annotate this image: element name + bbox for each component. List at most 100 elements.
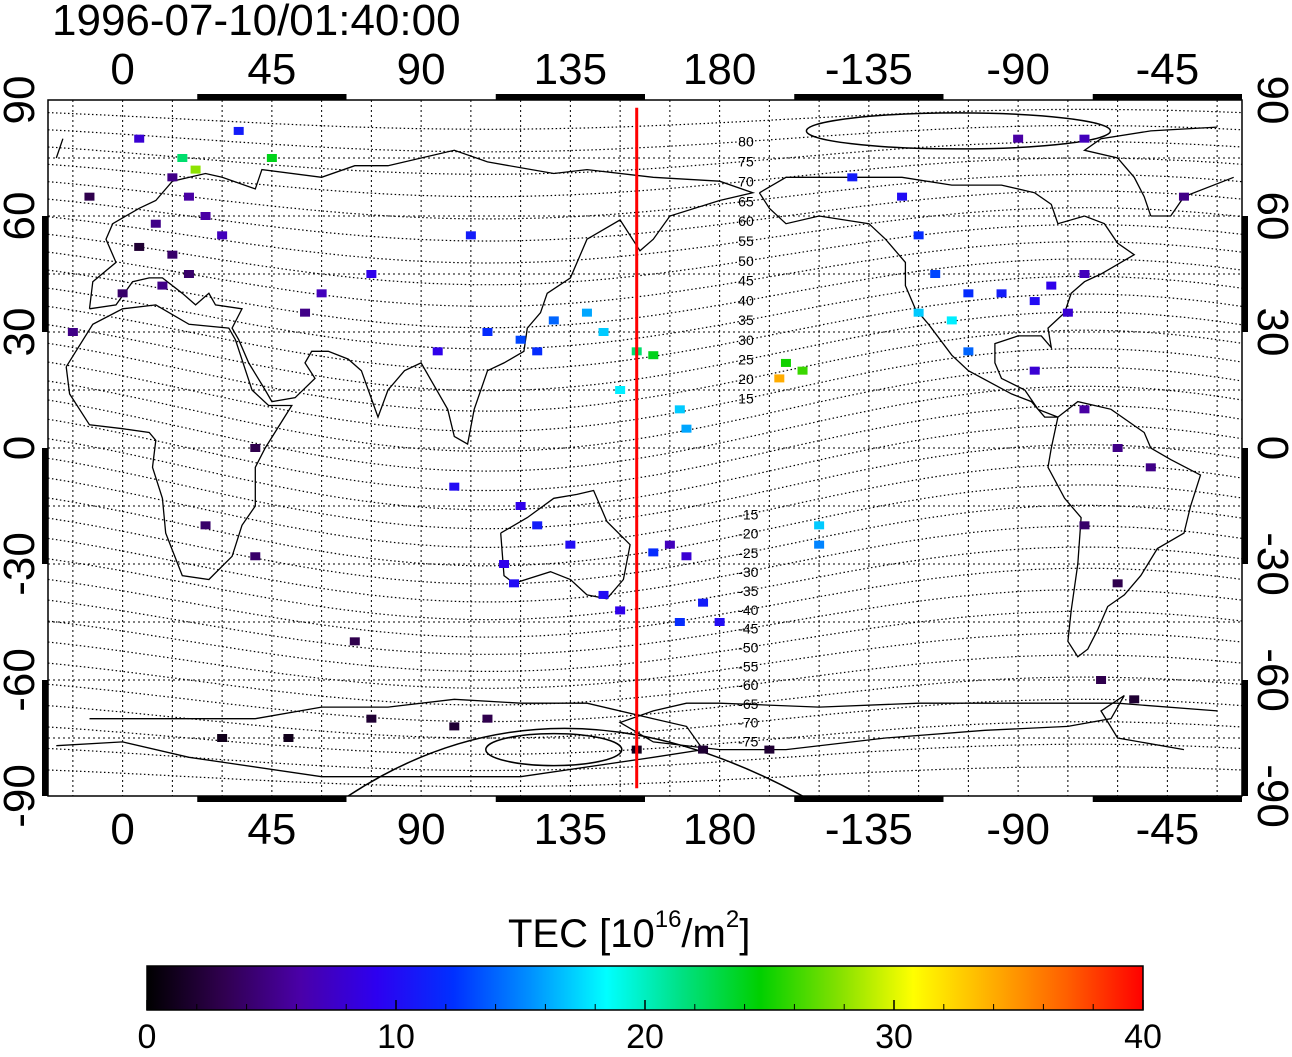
tec-point <box>581 308 592 317</box>
tec-point <box>316 289 327 298</box>
tec-point <box>764 745 775 754</box>
tec-colorbar <box>146 965 1144 1011</box>
tec-point <box>814 521 825 530</box>
continent-outline <box>56 694 1218 778</box>
contour-label: -35 <box>738 583 758 599</box>
y-tick-label-left: -60 <box>0 648 44 712</box>
contour-label: -55 <box>738 658 758 674</box>
contour-line <box>48 589 1242 655</box>
tec-point <box>648 548 659 557</box>
frame-bar-right <box>1242 680 1248 796</box>
contour-line <box>48 424 1242 511</box>
tec-point <box>674 405 685 414</box>
tec-point <box>1129 695 1140 704</box>
contour-line <box>48 654 1242 706</box>
tec-point <box>250 444 261 452</box>
y-tick-label-right: -60 <box>1248 648 1292 712</box>
tec-point <box>366 714 377 723</box>
tec-point <box>1046 281 1057 290</box>
contour-label: -60 <box>738 677 758 693</box>
contour-label: -65 <box>738 696 758 712</box>
tec-point <box>774 374 785 383</box>
tec-point <box>963 289 974 298</box>
tec-point <box>1079 405 1090 414</box>
tec-point <box>508 579 519 588</box>
tec-point <box>714 618 725 626</box>
contour-line <box>48 241 1242 307</box>
contour-line <box>48 224 1242 286</box>
contour-line <box>48 632 1242 689</box>
contour-label: 45 <box>738 273 754 289</box>
tec-point <box>217 231 228 240</box>
contour-label: 75 <box>738 153 754 169</box>
y-tick-label-left: -30 <box>0 532 44 596</box>
y-tick-label-right: -30 <box>1248 532 1292 596</box>
contour-label: 55 <box>738 233 754 249</box>
tec-point <box>996 289 1007 298</box>
tec-point <box>963 347 974 356</box>
frame-bar-left <box>42 216 48 332</box>
tec-point <box>1013 134 1024 143</box>
contour-line <box>48 329 1242 412</box>
contour-label: 40 <box>738 292 754 308</box>
tec-point <box>67 328 78 336</box>
tec-point <box>797 366 808 375</box>
tec-point <box>366 270 377 278</box>
tec-point <box>1079 521 1090 530</box>
contour-line <box>48 311 1242 392</box>
frame-bar-top <box>1092 94 1242 100</box>
tec-point <box>482 328 493 336</box>
tec-point <box>615 606 626 615</box>
contour-line <box>48 567 1242 638</box>
colorbar-tick-label: 10 <box>377 1018 415 1056</box>
frame-bar-bottom <box>197 796 347 802</box>
tec-point <box>465 231 476 240</box>
tec-point <box>1112 444 1123 452</box>
contour-line <box>48 157 1242 198</box>
tec-point <box>913 308 924 317</box>
tec-point <box>598 590 609 599</box>
contour-label: -70 <box>738 715 758 731</box>
south-pole-contour <box>347 727 803 796</box>
y-tick-label-left: -90 <box>0 764 44 828</box>
tec-point <box>698 598 709 607</box>
tec-point <box>499 560 510 568</box>
x-tick-label-top: 90 <box>397 45 446 94</box>
tec-point <box>532 521 543 530</box>
contour-label: 70 <box>738 173 754 189</box>
contour-label: -15 <box>738 507 758 523</box>
tec-point <box>1145 463 1156 472</box>
axis-tick-labels: 0045459090135135180180-135-135-90-90-45-… <box>0 45 1292 854</box>
x-tick-label-top: 45 <box>247 45 296 94</box>
contour-label: 15 <box>738 391 754 407</box>
tec-point <box>117 289 128 298</box>
tec-point <box>183 270 194 278</box>
x-tick-label-bottom: 90 <box>397 805 446 854</box>
tec-point <box>515 335 526 344</box>
contour-label: 30 <box>738 332 754 348</box>
contour-line <box>48 766 1242 788</box>
tec-point <box>1112 579 1123 588</box>
contour-line <box>48 484 1242 567</box>
tec-point <box>681 424 692 433</box>
tec-point <box>266 154 277 162</box>
tec-point <box>482 714 493 723</box>
tec-point <box>1178 192 1189 201</box>
y-tick-label-left: 90 <box>0 76 44 125</box>
tec-point <box>449 482 460 491</box>
tec-point <box>897 192 908 201</box>
tec-point <box>84 192 95 201</box>
tec-point <box>432 347 443 356</box>
x-tick-label-bottom: 135 <box>534 805 607 854</box>
contour-line <box>48 504 1242 585</box>
contour-label: 35 <box>738 312 754 328</box>
tec-point <box>217 734 228 742</box>
contour-line <box>48 366 1242 452</box>
colorbar-tick-label: 20 <box>626 1018 664 1056</box>
x-tick-label-bottom: -45 <box>1136 805 1200 854</box>
continent-outline <box>1047 400 1202 658</box>
tec-point <box>698 745 709 754</box>
contour-label: -30 <box>738 564 758 580</box>
tec-point <box>674 618 685 626</box>
tec-point <box>449 722 460 731</box>
